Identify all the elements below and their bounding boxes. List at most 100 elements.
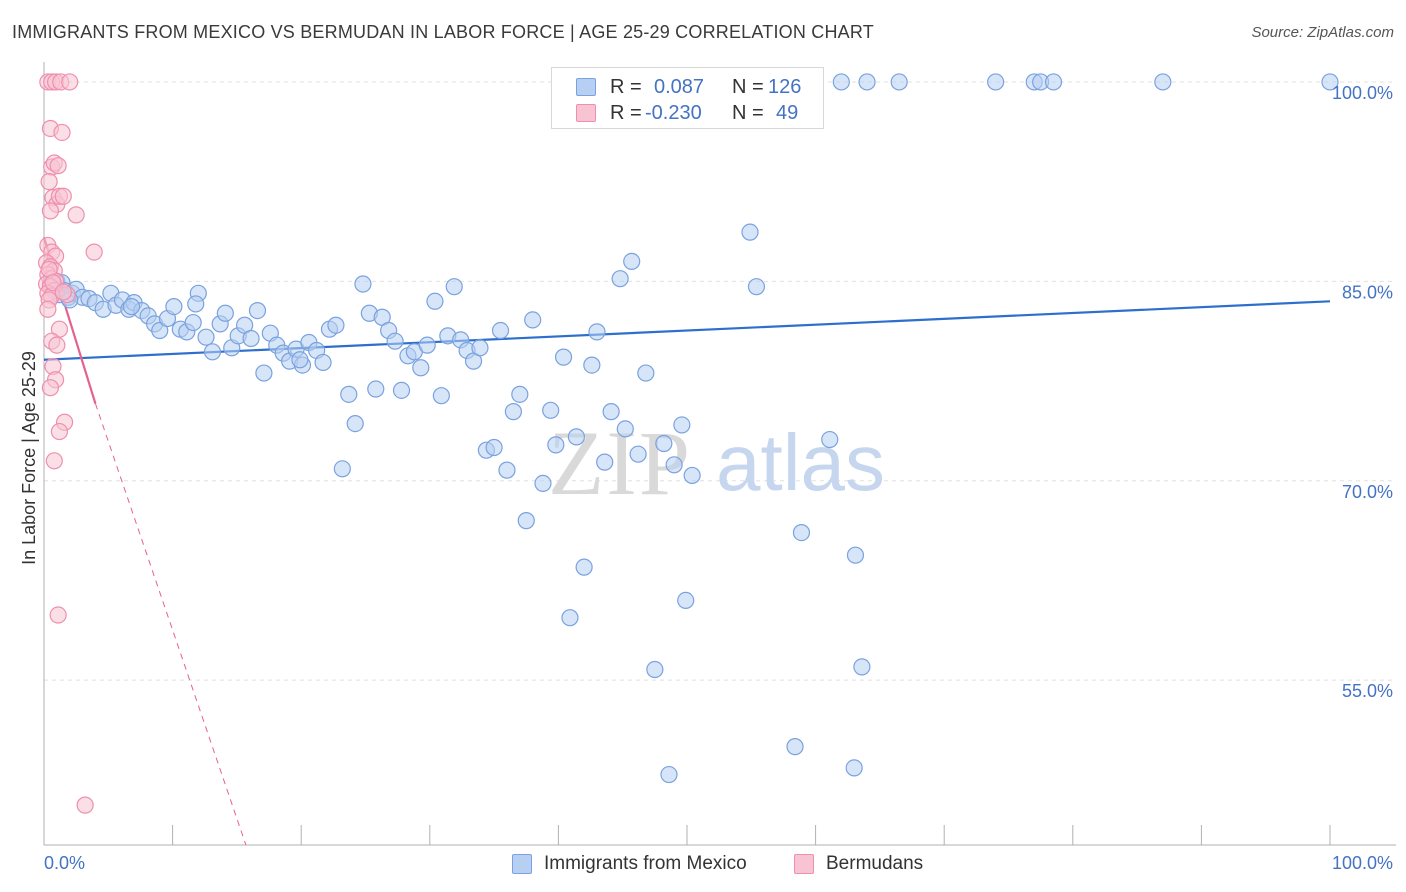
bermuda-point: [49, 606, 67, 624]
y-tick-labels: 55.0% 70.0% 85.0% 100.0%: [1332, 83, 1393, 701]
bermuda-point: [39, 300, 57, 318]
mexico-point: [845, 759, 863, 777]
x-tick-label-max: 100.0%: [1332, 853, 1393, 873]
y-tick-label-70: 70.0%: [1342, 482, 1393, 502]
mexico-point: [187, 295, 205, 313]
y-tick-label-55: 55.0%: [1342, 681, 1393, 701]
mexico-point: [1321, 73, 1339, 91]
mexico-point: [504, 403, 522, 421]
mexico-point: [588, 323, 606, 341]
bermuda-point: [40, 173, 58, 191]
bermuda-point: [41, 202, 60, 220]
mexico-point: [242, 329, 260, 348]
bermuda-point: [76, 796, 94, 814]
mexico-point: [165, 298, 183, 316]
mexico-point: [412, 359, 430, 377]
mexico-point: [677, 591, 695, 609]
bermuda-point: [85, 243, 103, 261]
mexico-point: [575, 558, 593, 576]
legend-swatch-mexico: [512, 854, 532, 874]
mexico-point: [367, 380, 385, 398]
mexico-point: [248, 301, 267, 320]
legend-label-bermuda: Bermudans: [826, 853, 924, 874]
mexico-point: [987, 73, 1005, 91]
mexico-point: [655, 434, 673, 453]
mexico-point: [561, 609, 579, 627]
mexico-point: [216, 304, 234, 322]
mexico-trend-line: [43, 300, 1331, 361]
chart-title: IMMIGRANTS FROM MEXICO VS BERMUDAN IN LA…: [12, 22, 874, 42]
mexico-point: [846, 546, 865, 564]
bermuda-trend-extension: [94, 403, 247, 846]
mexico-point: [741, 223, 759, 241]
mexico-point: [1044, 73, 1063, 91]
mexico-point: [151, 321, 169, 340]
stats-r-label: R =: [610, 76, 642, 98]
stats-row-mexico: R = 0.087 N = 126: [552, 73, 823, 101]
bermuda-point: [48, 336, 66, 354]
stats-r-value: -0.230: [645, 102, 702, 124]
mexico-point: [346, 414, 364, 433]
mexico-point: [832, 73, 850, 91]
mexico-point: [616, 420, 634, 438]
stats-row-bermuda: R = -0.230 N = 49: [552, 99, 823, 127]
y-tick-label-85: 85.0%: [1342, 282, 1393, 302]
mexico-point: [445, 278, 463, 296]
mexico-point: [890, 73, 908, 91]
mexico-point: [858, 73, 876, 91]
mexico-point: [623, 252, 641, 271]
mexico-point: [1154, 73, 1172, 91]
stats-n-value: 49: [776, 102, 799, 124]
bermuda-point: [45, 452, 63, 470]
mexico-point: [255, 364, 273, 382]
mexico-point: [665, 456, 683, 474]
y-axis-title: In Labor Force | Age 25-29: [19, 351, 39, 565]
watermark-atlas: atlas: [716, 418, 885, 507]
mexico-point: [291, 351, 309, 369]
grid-lines: [44, 81, 1396, 681]
mexico-point: [471, 339, 489, 357]
mexico-point: [554, 348, 573, 366]
legend-swatch-bermuda: [794, 854, 814, 874]
mexico-point: [485, 438, 503, 457]
mexico-point: [418, 336, 436, 354]
mexico-point: [542, 401, 560, 419]
mexico-point: [386, 332, 404, 350]
mexico-point: [327, 316, 345, 334]
mexico-point: [498, 461, 516, 479]
mexico-point: [602, 403, 620, 421]
bermuda-point: [54, 283, 72, 301]
mexico-point: [673, 416, 691, 434]
mexico-point: [583, 356, 601, 374]
x-tick-label-min: 0.0%: [44, 853, 85, 873]
mexico-point: [354, 275, 372, 293]
mexico-point: [596, 453, 614, 471]
source-label: Source: ZipAtlas.com: [1251, 24, 1394, 41]
mexico-point: [340, 385, 358, 403]
mexico-point: [646, 660, 664, 679]
mexico-point: [203, 343, 222, 361]
stats-n-label: N =: [732, 76, 764, 98]
axes: [43, 62, 1396, 846]
bermuda-point: [61, 73, 79, 91]
bermuda-point: [41, 379, 60, 397]
mexico-point: [786, 738, 804, 756]
bermuda-point: [67, 206, 85, 224]
stats-r-value: 0.087: [654, 76, 705, 98]
mexico-point: [392, 381, 411, 399]
stats-box: R = 0.087 N = 126 R = -0.230 N = 49: [551, 67, 824, 129]
mexico-point: [426, 292, 444, 310]
mexico-point: [432, 387, 450, 405]
data-points: [37, 73, 1339, 814]
mexico-point: [821, 430, 839, 449]
mexico-point: [611, 270, 629, 288]
mexico-point: [197, 328, 215, 346]
mexico-point: [629, 445, 647, 463]
mexico-point: [314, 353, 332, 372]
mexico-point: [547, 436, 565, 454]
mexico-point: [567, 428, 586, 446]
mexico-point: [683, 466, 701, 485]
mexico-point: [792, 523, 811, 542]
bermuda-point: [53, 123, 71, 142]
